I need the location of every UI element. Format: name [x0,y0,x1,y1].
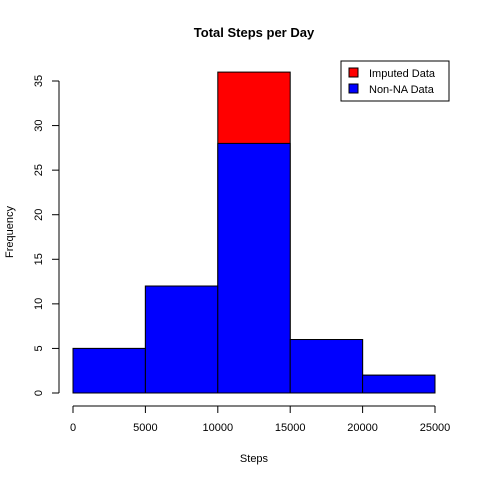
y-tick-label: 30 [33,119,45,131]
x-tick-label: 0 [70,422,76,434]
y-tick-label: 20 [33,209,45,221]
x-tick-label: 20000 [347,422,378,434]
legend-swatch-non-na [348,83,359,94]
legend-label-non-na: Non-NA Data [369,84,435,96]
x-tick-label: 25000 [420,422,451,434]
bar-non-na-2 [217,142,291,394]
series-non-na-bars [72,142,436,394]
legend-label-imputed: Imputed Data [369,68,436,80]
y-tick-label: 35 [33,75,45,87]
y-tick-label: 0 [33,390,45,396]
legend: Imputed Data Non-NA Data [340,60,450,102]
y-tick-label: 10 [33,298,45,310]
x-tick-label: 5000 [133,422,157,434]
y-tick-label: 15 [33,253,45,265]
x-axis-label: Steps [240,453,269,465]
bar-non-na-4 [362,374,436,394]
legend-swatch-imputed [348,67,359,78]
bar-non-na-1 [144,285,219,394]
y-tick-label: 5 [33,345,45,351]
y-axis-label: Frequency [4,206,16,258]
y-axis: 0 5 10 15 20 25 30 35 [33,75,60,396]
x-tick-label: 10000 [203,422,234,434]
legend-box [340,60,450,102]
chart-title: Total Steps per Day [194,25,315,40]
y-tick-label: 25 [33,164,45,176]
bar-non-na-3 [289,339,364,394]
x-axis: 0 5000 10000 15000 20000 25000 [70,405,451,434]
bar-non-na-0 [72,347,146,394]
x-tick-label: 15000 [275,422,306,434]
